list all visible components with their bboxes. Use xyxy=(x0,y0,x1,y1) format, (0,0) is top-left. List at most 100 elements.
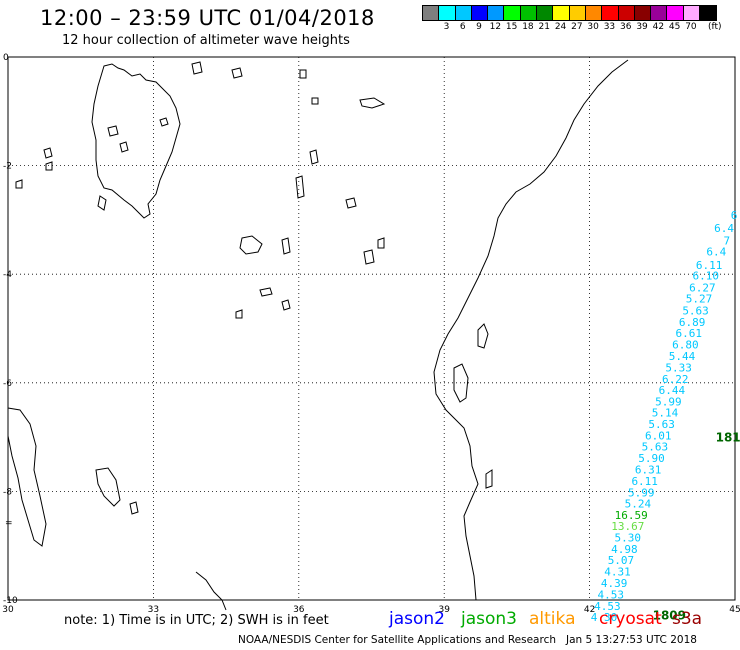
color-scale-swatch xyxy=(553,6,570,20)
lake-victoria-island xyxy=(15,179,23,189)
color-scale-swatch xyxy=(667,6,684,20)
color-scale-bar xyxy=(422,5,718,21)
wave-height-value: 13.67 xyxy=(611,520,644,533)
satellite-pass-id: 1810 xyxy=(716,430,740,444)
satellite-pass-labels: 1810 1809 xyxy=(653,430,740,622)
wave-height-value: 5.14 xyxy=(652,406,679,419)
wave-height-value: 6 xyxy=(731,209,738,222)
color-scale-swatch xyxy=(651,6,668,20)
lake-rukwa-outline xyxy=(95,467,121,507)
small-lake xyxy=(377,237,385,249)
color-scale-swatch xyxy=(602,6,619,20)
color-scale-label: 21 xyxy=(538,22,550,32)
small-lake xyxy=(311,97,319,105)
wave-height-value: 5.07 xyxy=(608,554,635,567)
color-scale-label: 24 xyxy=(554,22,567,32)
color-scale-label: 36 xyxy=(620,22,632,32)
wave-height-value: 6.27 xyxy=(689,282,716,295)
footer-credit: NOAA/NESDIS Center for Satellite Applica… xyxy=(238,634,697,646)
color-scale-label: 15 xyxy=(505,22,518,32)
coastline xyxy=(7,59,629,611)
wave-height-value: 4.30 xyxy=(591,611,618,624)
color-scale-swatch xyxy=(488,6,505,20)
page-subtitle: 12 hour collection of altimeter wave hei… xyxy=(62,33,350,48)
color-scale-label: 33 xyxy=(603,22,616,32)
wave-height-value: 6.11 xyxy=(631,475,658,488)
lake-malawi-edge xyxy=(195,571,227,611)
wave-height-value: 6.4 xyxy=(706,246,726,259)
wave-height-value: 5.63 xyxy=(682,304,709,317)
longitude-tick-label: 33 xyxy=(148,605,159,615)
lake-victoria-inlet xyxy=(97,195,107,211)
credit-timestamp: Jan 5 13:27:53 UTC 2018 xyxy=(566,634,697,646)
wave-height-value: 5.30 xyxy=(614,531,641,544)
color-scale-swatch xyxy=(423,6,440,20)
color-scale-swatch xyxy=(618,6,635,20)
wave-height-value: 5.33 xyxy=(665,361,692,374)
color-scale-label: 18 xyxy=(522,22,534,32)
wave-height-value: 4.53 xyxy=(598,588,625,601)
wave-height-value: 5.63 xyxy=(648,418,675,431)
small-lake xyxy=(239,235,263,255)
pemba-island xyxy=(477,323,489,349)
latitude-tick-label: 0 xyxy=(3,53,9,63)
small-lake xyxy=(359,97,386,109)
zanzibar-island xyxy=(453,363,469,403)
map-frame xyxy=(7,56,736,601)
color-scale-label: 12 xyxy=(489,22,502,32)
wave-height-value: 6.61 xyxy=(676,327,703,340)
legend-jason3: jason3 xyxy=(461,609,517,629)
small-lake xyxy=(281,299,291,311)
latitude-tick-label: -10 xyxy=(3,596,18,606)
small-lake xyxy=(345,197,357,209)
color-scale-label: 70 xyxy=(685,22,697,32)
wave-height-value: 6.11 xyxy=(696,259,723,272)
lake-victoria-island xyxy=(43,147,53,159)
longitude-tick-label: 39 xyxy=(438,605,450,615)
color-scale-swatch xyxy=(569,6,586,20)
wave-height-value: 16.59 xyxy=(615,509,648,522)
color-scale-swatch xyxy=(520,6,538,20)
credit-agency: NOAA/NESDIS Center for Satellite Applica… xyxy=(238,634,556,646)
color-scale-legend: (ft) 3 6 9 12 15 18 21 24 27 30 33 36 39 42 45 70 xyxy=(422,5,722,33)
footer-note: note: 1) Time is in UTC; 2) SWH is in fe… xyxy=(64,613,329,628)
lake-victoria-outline xyxy=(91,63,181,219)
wave-height-value: 5.24 xyxy=(625,498,652,511)
color-scale-label: 27 xyxy=(571,22,583,32)
longitude-tick-label: 36 xyxy=(293,605,305,615)
longitude-tick-label: 45 xyxy=(729,605,740,615)
color-scale-swatch xyxy=(585,6,603,20)
small-lake xyxy=(191,61,203,75)
satellite-pass-id: 1809 xyxy=(653,609,686,623)
lake-victoria-island xyxy=(107,125,119,137)
legend-jason2: jason2 xyxy=(389,609,445,629)
left-edge-mark: = xyxy=(5,518,13,528)
color-scale-label: 6 xyxy=(459,22,466,32)
wave-height-value: 4.98 xyxy=(611,543,638,556)
latitude-tick-label: -6 xyxy=(3,379,12,389)
latitude-tick-label: -8 xyxy=(3,487,12,497)
latitude-tick-label: -4 xyxy=(3,270,12,280)
color-scale-swatch xyxy=(700,6,717,20)
small-lake xyxy=(129,501,139,515)
small-lake xyxy=(363,249,375,265)
wave-height-value: 5.27 xyxy=(686,292,713,305)
color-scale-unit: (ft) xyxy=(708,22,722,32)
wave-height-value: 4.31 xyxy=(604,566,631,579)
color-scale-label: 30 xyxy=(587,22,599,32)
wave-height-observations: 66.476.46.116.106.275.275.636.896.616.80… xyxy=(591,209,738,624)
lake-victoria-island xyxy=(159,117,169,127)
legend-altika: altika xyxy=(529,609,576,629)
color-scale-swatch xyxy=(439,6,456,20)
wave-height-value: 5.44 xyxy=(669,350,696,363)
small-lake xyxy=(309,149,319,165)
small-lake xyxy=(235,309,243,319)
color-scale-label: 39 xyxy=(636,22,648,32)
lake-victoria-island xyxy=(45,161,53,171)
wave-height-value: 5.99 xyxy=(655,396,682,409)
lake-victoria-island xyxy=(119,141,129,153)
color-scale-labels: (ft) 3 6 9 12 15 18 21 24 27 30 33 36 39 42 45 70 xyxy=(422,21,722,33)
small-lake xyxy=(231,67,243,79)
axis-tick-labels: 30 33 36 39 42 45 0 -2 -4 -6 -8 -10 = xyxy=(2,53,740,615)
